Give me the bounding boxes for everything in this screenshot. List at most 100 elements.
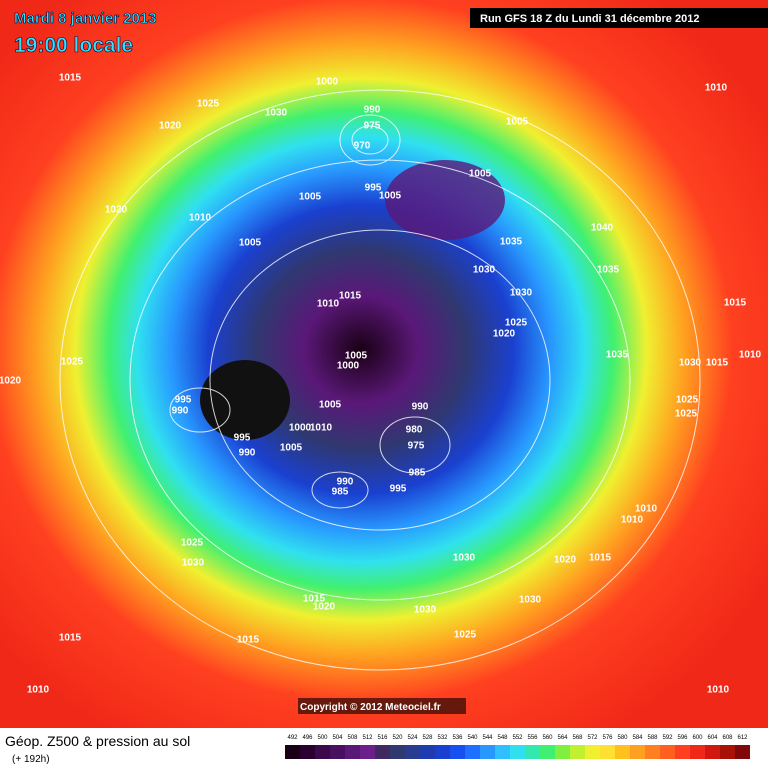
scale-swatch xyxy=(615,745,630,759)
scale-swatch xyxy=(645,745,660,759)
scale-label: 548 xyxy=(497,735,508,741)
isobar-label: 1005 xyxy=(469,169,492,180)
isobar-label: 1035 xyxy=(606,350,629,361)
scale-swatch xyxy=(600,745,615,759)
isobar-label: 1025 xyxy=(505,318,528,329)
isobar-label: 1015 xyxy=(59,73,82,84)
scale-swatch xyxy=(510,745,525,759)
scale-label: 520 xyxy=(392,735,403,741)
isobar-label: 1005 xyxy=(379,191,402,202)
scale-swatch xyxy=(705,745,720,759)
isobar-label: 1010 xyxy=(705,83,728,94)
isobar-label: 995 xyxy=(175,395,192,406)
scale-label: 576 xyxy=(602,735,613,741)
isobar-label: 975 xyxy=(364,121,381,132)
isobar-label: 1020 xyxy=(313,602,336,613)
isobar-label: 1030 xyxy=(679,358,702,369)
scale-label: 560 xyxy=(542,735,553,741)
scale-label: 572 xyxy=(587,735,598,741)
scale-swatch xyxy=(375,745,390,759)
isobar-label: 985 xyxy=(409,468,426,479)
low-core xyxy=(385,160,505,240)
scale-label: 544 xyxy=(482,735,493,741)
scale-swatch xyxy=(360,745,375,759)
isobar-label: 1020 xyxy=(0,376,22,387)
isobar-label: 990 xyxy=(172,406,189,417)
isobar-label: 1025 xyxy=(676,395,699,406)
scale-swatch xyxy=(735,745,750,759)
isobar-label: 1010 xyxy=(189,213,212,224)
isobar-label: 1010 xyxy=(739,350,762,361)
isobar-label: 1000 xyxy=(337,361,360,372)
isobar-label: 1020 xyxy=(554,555,577,566)
scale-label: 552 xyxy=(512,735,523,741)
isobar-label: 1000 xyxy=(289,423,312,434)
scale-swatch xyxy=(390,745,405,759)
isobar-label: 1005 xyxy=(280,443,303,454)
isobar-label: 1030 xyxy=(510,288,533,299)
scale-label: 592 xyxy=(662,735,673,741)
isobar-label: 1015 xyxy=(339,291,362,302)
isobar-label: 1030 xyxy=(414,605,437,616)
scale-swatch xyxy=(435,745,450,759)
isobar-label: 1030 xyxy=(265,108,288,119)
isobar-label: 1015 xyxy=(589,553,612,564)
scale-swatch xyxy=(630,745,645,759)
isobar-label: 1025 xyxy=(61,357,84,368)
scale-swatch xyxy=(480,745,495,759)
isobar-label: 1030 xyxy=(519,595,542,606)
legend-title: Géop. Z500 & pression au sol xyxy=(5,733,190,749)
geopotential-field xyxy=(0,0,768,728)
isobar-label: 1005 xyxy=(299,192,322,203)
isobar-label: 990 xyxy=(364,105,381,116)
isobar-label: 1015 xyxy=(724,298,747,309)
scale-swatch xyxy=(300,745,315,759)
scale-label: 608 xyxy=(722,735,733,741)
isobar-label: 1030 xyxy=(453,553,476,564)
scale-label: 556 xyxy=(527,735,538,741)
scale-label: 584 xyxy=(632,735,643,741)
isobar-label: 1010 xyxy=(317,299,340,310)
scale-label: 580 xyxy=(617,735,628,741)
isobar-label: 1030 xyxy=(473,265,496,276)
isobar-label: 1015 xyxy=(706,358,729,369)
scale-swatch xyxy=(420,745,435,759)
isobar-label: 1010 xyxy=(635,504,658,515)
scale-swatch xyxy=(525,745,540,759)
isobar-label: 1000 xyxy=(316,77,339,88)
scale-swatch xyxy=(465,745,480,759)
isobar-label: 1040 xyxy=(591,223,614,234)
scale-label: 540 xyxy=(467,735,478,741)
copyright: Copyright © 2012 Meteociel.fr xyxy=(300,702,441,713)
isobar-label: 995 xyxy=(390,484,407,495)
scale-label: 532 xyxy=(437,735,448,741)
low-core xyxy=(200,360,290,440)
isobar-label: 1020 xyxy=(105,205,128,216)
isobar-label: 1020 xyxy=(493,329,516,340)
isobar-label: 1035 xyxy=(500,237,523,248)
copyright-box xyxy=(298,698,466,714)
isobar-label: 995 xyxy=(234,433,251,444)
isobar-label: 1015 xyxy=(237,635,260,646)
isobar-label: 1025 xyxy=(197,99,220,110)
scale-label: 588 xyxy=(647,735,658,741)
run-info: Run GFS 18 Z du Lundi 31 décembre 2012 xyxy=(480,13,699,25)
isobar-label: 1025 xyxy=(454,630,477,641)
scale-label: 496 xyxy=(302,735,313,741)
isobar-lines xyxy=(59,89,701,671)
time: 19:00 locale xyxy=(14,34,133,57)
isobar-label: 1010 xyxy=(27,685,50,696)
scale-label: 524 xyxy=(407,735,418,741)
date: Mardi 8 janvier 2013 xyxy=(14,10,157,27)
scale-label: 604 xyxy=(707,735,718,741)
scale-label: 508 xyxy=(347,735,358,741)
isobar-label: 1015 xyxy=(59,633,82,644)
isobar-label: 980 xyxy=(406,425,423,436)
isobar-label: 1025 xyxy=(181,538,204,549)
scale-label: 528 xyxy=(422,735,433,741)
scale-swatch xyxy=(285,745,300,759)
run-box xyxy=(470,8,768,28)
isobar-label: 985 xyxy=(332,487,349,498)
scale-label: 564 xyxy=(557,735,568,741)
